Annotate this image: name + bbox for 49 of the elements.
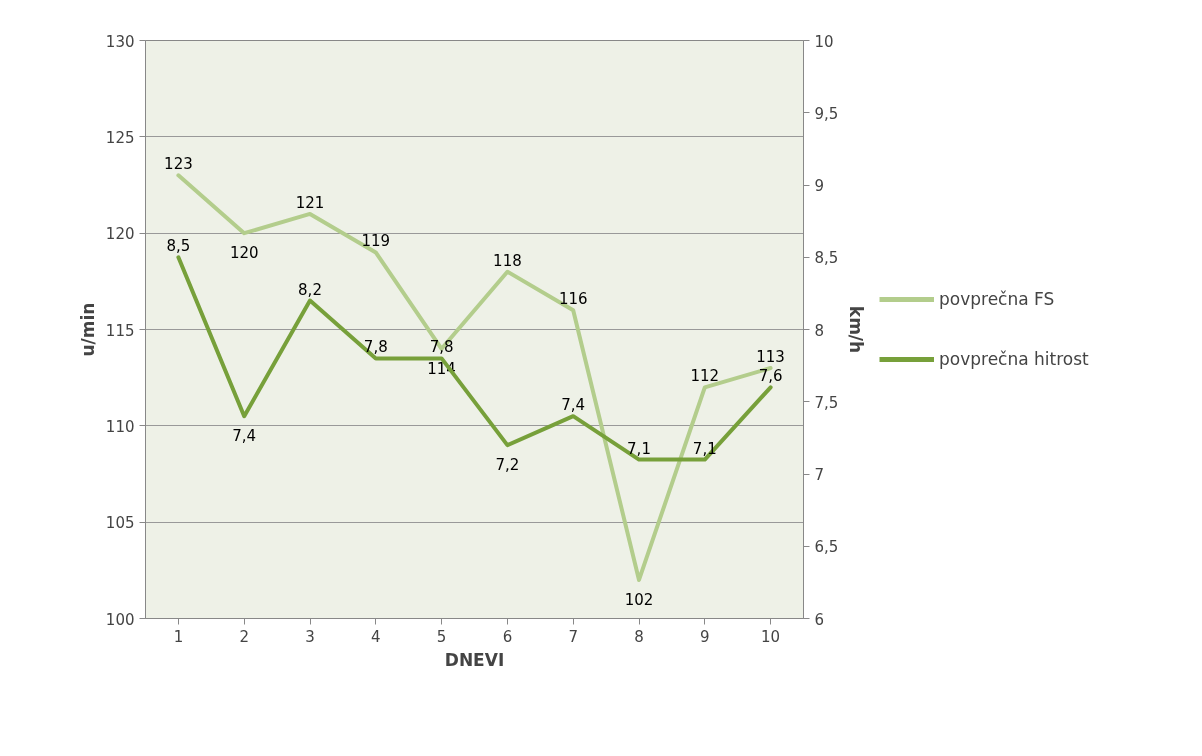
y2-axis-title: km/h [846,305,867,354]
data-label: 7,1 [627,439,651,458]
data-label: 7,8 [363,338,388,357]
y2-tick-label: 10 [814,32,834,51]
data-label: 7,4 [561,396,586,415]
data-label: 119 [361,232,391,251]
data-label: 121 [295,193,325,212]
data-label: 8,5 [166,237,191,256]
y2-tick-label: 7 [814,466,825,484]
x-tick-label: 6 [502,627,513,646]
y-tick-label: 125 [105,128,135,147]
y2-tick-label: 9 [814,177,825,195]
x-tick-label: 1 [173,627,184,646]
data-label: 123 [164,155,193,174]
y2-tick-label: 8 [814,321,825,340]
y-tick-label: 110 [105,417,135,436]
data-label: 118 [493,251,522,270]
data-label: 112 [690,367,720,386]
y2-tick-label: 6 [814,610,825,629]
x-tick-label: 2 [239,627,249,646]
y-tick-label: 100 [105,610,135,629]
x-axis-title: DNEVI [444,649,505,670]
y2-tick-label: 6,5 [814,538,839,557]
data-label: 116 [558,290,588,309]
x-tick-label: 8 [634,627,644,646]
y-tick-label: 120 [105,225,135,244]
x-tick-label: 9 [700,627,710,646]
data-label: 7,6 [758,367,783,386]
data-label: 120 [229,244,259,263]
data-label: 7,2 [495,456,520,475]
x-tick-label: 5 [436,627,447,646]
legend-label: povprečna hitrost [939,349,1089,369]
data-label: 102 [624,590,654,609]
data-label: 7,4 [232,427,257,446]
y-tick-label: 130 [105,32,135,51]
y-tick-label: 115 [105,321,135,340]
y-tick-label: 105 [105,514,135,533]
y2-tick-label: 8,5 [814,249,839,268]
y2-tick-label: 7,5 [814,393,839,412]
legend-label: povprečna FS [939,289,1055,309]
y-axis-title: u/min [77,302,98,357]
x-tick-label: 3 [305,627,315,646]
data-label: 7,8 [429,338,454,357]
data-label: 8,2 [298,280,322,299]
x-tick-label: 10 [761,627,781,646]
x-tick-label: 7 [568,627,578,646]
data-label: 113 [756,348,785,367]
x-tick-label: 4 [371,627,381,646]
y2-tick-label: 9,5 [814,104,839,123]
